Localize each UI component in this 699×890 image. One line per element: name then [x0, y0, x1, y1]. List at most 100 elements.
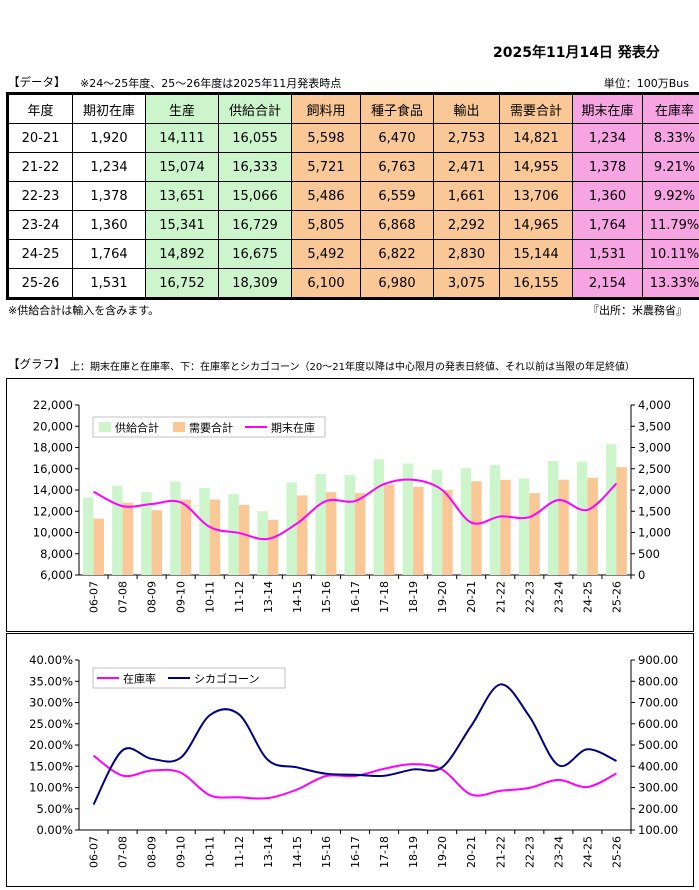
x-tick-label: 06-07 [88, 836, 101, 868]
x-tick-label: 23-24 [552, 836, 565, 868]
bar-supply [576, 461, 588, 575]
bar-supply [83, 497, 94, 575]
x-tick-label: 13-14 [262, 581, 275, 613]
x-tick-label: 09-10 [175, 581, 188, 613]
table-cell: 1,378 [572, 152, 643, 182]
x-tick-label: 14-15 [291, 836, 304, 868]
table-cell: 25-26 [6, 268, 73, 300]
left-tick-label: 20,000 [33, 419, 73, 433]
column-header: 生産 [145, 92, 219, 124]
x-tick-label: 18-19 [407, 836, 420, 868]
table-cell: 16,333 [218, 152, 292, 182]
right-tick-label: 3,000 [638, 441, 671, 455]
table-cell: 18,309 [218, 268, 292, 300]
table-cell: 6,868 [360, 210, 434, 240]
table-row: 21-22 1,234 15,074 16,333 5,721 6,763 2,471 14,… [6, 152, 699, 182]
column-header: 期末在庫 [572, 92, 643, 124]
bar-demand [558, 479, 569, 575]
x-tick-label: 19-20 [436, 581, 449, 613]
table-cell: 14,821 [499, 123, 573, 153]
bar-supply [112, 485, 123, 575]
bar-supply [199, 487, 210, 575]
table-cell: 8.33% [642, 123, 699, 153]
right-tick-label: 900.00 [638, 653, 678, 667]
announcement-date: 2025年11月14日 発表分 [493, 45, 660, 61]
table-cell: 13,706 [499, 181, 573, 211]
table-cell: 6,559 [360, 181, 434, 211]
series-line [92, 754, 617, 800]
right-tick-label: 1,500 [638, 504, 671, 518]
table-cell: 16,675 [218, 239, 292, 269]
left-tick-label: 30.00% [29, 696, 73, 710]
bar-demand [238, 504, 250, 575]
table-cell: 5,486 [291, 181, 361, 211]
bar-demand [267, 519, 279, 575]
table-cell: 14,892 [145, 239, 219, 269]
x-tick-label: 14-15 [291, 581, 304, 613]
right-tick-label: 600.00 [638, 717, 678, 731]
table-cell: 14,965 [499, 210, 573, 240]
bar-supply [286, 482, 297, 575]
x-tick-label: 16-17 [349, 836, 362, 868]
table-cell: 2,471 [433, 152, 500, 182]
supply-demand-table: 年度 期初在庫 生産 供給合計 飼料用 種子食品 輸出 需要合計 期末在庫 在庫率 20-21 1,… [6, 92, 699, 300]
right-tick-label: 700.00 [638, 696, 678, 710]
table-cell: 11.79% [642, 210, 699, 240]
table-cell: 5,492 [291, 239, 361, 269]
x-tick-label: 18-19 [407, 581, 420, 613]
table-cell: 1,531 [572, 239, 643, 269]
x-tick-label: 07-08 [117, 836, 130, 868]
bar-supply [344, 475, 355, 575]
table-cell: 5,805 [291, 210, 361, 240]
legend-label: 供給合計 [115, 421, 159, 435]
bar-demand [384, 484, 395, 575]
right-tick-label: 3,500 [638, 419, 671, 433]
bar-supply [373, 459, 385, 575]
table-cell: 6,470 [360, 123, 434, 153]
ratio-price-chart: 0.00% 5.00% 10.00% 15.00% 20.00% 25.00% 30.00%… [6, 633, 694, 887]
bar-demand [616, 467, 627, 575]
table-cell: 1,234 [72, 152, 146, 182]
table-row: 25-26 1,531 16,752 18,309 6,100 6,980 3,075 16,… [6, 268, 699, 300]
right-tick-label: 300.00 [638, 781, 678, 795]
table-cell: 15,341 [145, 210, 219, 240]
left-tick-label: 6,000 [40, 568, 73, 582]
legend-swatch [173, 422, 185, 432]
table-cell: 24-25 [6, 239, 73, 269]
table-cell: 1,661 [433, 181, 500, 211]
legend-label: 需要合計 [189, 421, 233, 435]
bar-demand [471, 481, 482, 575]
right-tick-label: 0 [638, 568, 645, 582]
table-cell: 2,830 [433, 239, 500, 269]
table-cell: 15,066 [218, 181, 292, 211]
left-tick-label: 10.00% [29, 781, 73, 795]
stock-chart: 6,000 8,000 10,000 12,000 14,000 16,000 18,000… [6, 378, 694, 632]
x-tick-label: 25-26 [610, 836, 623, 868]
table-cell: 16,055 [218, 123, 292, 153]
bar-supply [606, 444, 617, 575]
table-cell: 23-24 [6, 210, 73, 240]
table-cell: 20-21 [6, 123, 73, 153]
table-cell: 16,729 [218, 210, 292, 240]
left-tick-label: 25.00% [29, 717, 73, 731]
x-tick-label: 20-21 [465, 836, 478, 868]
stock-chart-svg: 6,000 8,000 10,000 12,000 14,000 16,000 18,000… [33, 398, 671, 613]
left-tick-label: 15.00% [29, 759, 73, 773]
right-tick-label: 200.00 [638, 802, 678, 816]
table-cell: 1,920 [72, 123, 146, 153]
table-cell: 1,531 [72, 268, 146, 300]
table-cell: 1,378 [72, 181, 146, 211]
unit-label: 単位：100万Bus [603, 77, 689, 90]
x-tick-label: 11-12 [233, 836, 246, 868]
table-cell: 9.92% [642, 181, 699, 211]
x-tick-label: 09-10 [175, 836, 188, 868]
table-cell: 2,154 [572, 268, 643, 300]
bar-demand [500, 479, 511, 575]
legend-swatch [99, 422, 111, 432]
table-cell: 1,764 [72, 239, 146, 269]
table-cell: 22-23 [6, 181, 73, 211]
x-tick-label: 08-09 [146, 581, 159, 613]
table-cell: 5,598 [291, 123, 361, 153]
x-tick-label: 23-24 [552, 581, 565, 613]
left-tick-label: 10,000 [33, 526, 73, 540]
